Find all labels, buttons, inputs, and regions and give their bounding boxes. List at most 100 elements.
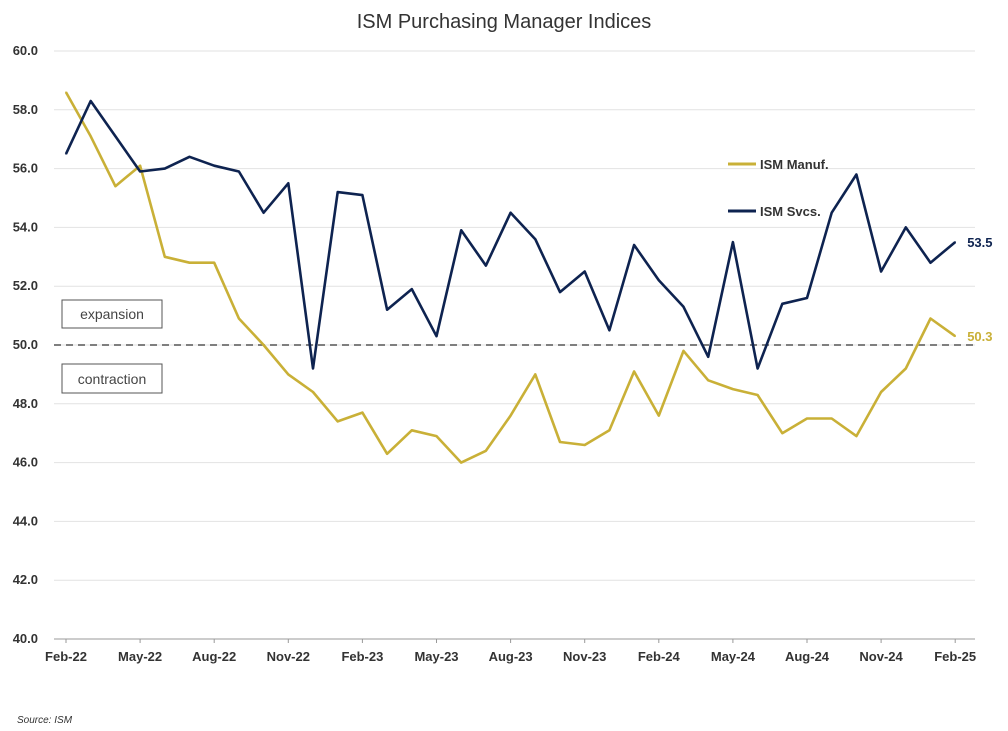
legend-item-svcs: ISM Svcs. (728, 204, 821, 219)
y-axis-ticks: 40.0 42.0 44.0 46.0 48.0 50.0 52.0 54.0 56.0 58.0… (13, 43, 38, 646)
x-axis-ticks: Feb-22 May-22 Aug-22 Nov-22 Feb-23 May-23 Aug-… (45, 639, 976, 664)
grid-lines (54, 50, 975, 581)
y-tick-label: 46.0 (13, 455, 38, 470)
y-tick-label: 42.0 (13, 572, 38, 587)
data-point-manuf (312, 391, 314, 393)
data-point-svcs (929, 261, 932, 264)
x-tick-label: May-24 (711, 649, 756, 664)
data-point-manuf (509, 414, 512, 417)
data-point-manuf (707, 379, 709, 382)
data-point-svcs (164, 167, 166, 170)
data-point-svcs (954, 241, 956, 243)
data-point-manuf (65, 91, 67, 93)
legend-label-svcs: ISM Svcs. (760, 204, 821, 219)
data-point-svcs (287, 182, 290, 185)
x-tick-label: Feb-25 (934, 649, 976, 664)
x-tick-label: May-22 (118, 649, 162, 664)
expansion-label: expansion (80, 306, 144, 322)
data-point-svcs (633, 244, 635, 246)
data-point-manuf (830, 417, 833, 420)
data-point-svcs (583, 270, 586, 273)
data-point-manuf (756, 394, 759, 396)
data-point-svcs (534, 238, 537, 240)
x-tick-label: Feb-23 (341, 649, 383, 664)
x-tick-label: Aug-23 (489, 649, 533, 664)
data-point-manuf (262, 344, 265, 346)
expansion-box: expansion (61, 299, 163, 329)
data-point-svcs (312, 367, 314, 370)
data-point-manuf (485, 450, 487, 452)
x-tick-label: Aug-24 (785, 649, 830, 664)
data-point-manuf (386, 452, 388, 455)
y-tick-label: 56.0 (13, 161, 38, 176)
data-point-manuf (139, 164, 141, 167)
legend-label-manuf: ISM Manuf. (760, 157, 829, 172)
data-point-manuf (213, 261, 215, 264)
data-point-svcs (65, 153, 67, 155)
x-tick-label: Nov-23 (563, 649, 606, 664)
data-point-manuf (732, 388, 734, 390)
data-point-manuf (361, 411, 364, 414)
data-point-svcs (411, 288, 413, 290)
data-point-svcs (114, 135, 117, 138)
data-point-svcs (806, 297, 808, 299)
data-point-manuf (238, 317, 240, 320)
data-point-svcs (756, 367, 759, 370)
data-point-svcs (460, 229, 463, 232)
data-point-svcs (213, 164, 215, 167)
data-point-manuf (164, 255, 166, 258)
legend-item-manuf: ISM Manuf. (728, 157, 829, 172)
series-line-manuf (64, 91, 956, 464)
data-point-svcs (559, 291, 561, 293)
data-point-manuf (336, 420, 339, 423)
end-label-svcs: 53.5 (967, 235, 992, 250)
end-label-manuf: 50.3 (967, 329, 992, 344)
data-point-svcs (485, 264, 487, 267)
data-point-svcs (905, 226, 907, 229)
y-tick-label: 54.0 (13, 219, 38, 234)
contraction-box: contraction (61, 363, 163, 394)
data-point-svcs (435, 335, 438, 337)
contraction-label: contraction (78, 371, 146, 387)
data-point-manuf (287, 373, 290, 376)
legend: ISM Manuf. ISM Svcs. (728, 157, 829, 219)
data-point-manuf (855, 435, 858, 437)
data-point-manuf (435, 435, 438, 437)
data-point-manuf (658, 414, 660, 417)
chart-title: ISM Purchasing Manager Indices (357, 11, 652, 33)
data-point-manuf (880, 391, 882, 393)
data-point-manuf (583, 444, 586, 446)
data-point-manuf (633, 370, 635, 373)
data-point-svcs (781, 303, 784, 305)
data-point-manuf (905, 367, 907, 370)
data-point-manuf (559, 441, 561, 443)
x-tick-label: Feb-24 (638, 649, 681, 664)
data-point-manuf (411, 429, 413, 432)
data-point-manuf (806, 417, 808, 420)
data-point-manuf (929, 317, 932, 320)
x-tick-label: Nov-22 (267, 649, 310, 664)
source-note: Source: ISM (17, 715, 73, 726)
data-point-svcs (880, 270, 882, 273)
y-tick-label: 50.0 (13, 337, 38, 352)
data-point-svcs (707, 355, 709, 358)
x-tick-label: May-23 (414, 649, 458, 664)
data-point-manuf (188, 261, 191, 264)
data-point-svcs (386, 308, 388, 311)
data-point-svcs (139, 170, 141, 173)
y-tick-label: 44.0 (13, 513, 38, 528)
data-point-svcs (509, 211, 512, 214)
data-point-manuf (608, 429, 611, 432)
data-point-svcs (658, 279, 660, 282)
data-point-manuf (954, 335, 956, 337)
y-tick-label: 40.0 (13, 631, 38, 646)
data-point-manuf (534, 373, 537, 376)
data-point-manuf (89, 135, 92, 138)
x-tick-label: Aug-22 (192, 649, 236, 664)
y-tick-label: 58.0 (13, 102, 38, 117)
y-tick-label: 52.0 (13, 278, 38, 293)
data-point-svcs (188, 156, 191, 158)
x-tick-label: Nov-24 (859, 649, 903, 664)
data-point-manuf (114, 185, 117, 188)
data-point-manuf (682, 350, 685, 352)
